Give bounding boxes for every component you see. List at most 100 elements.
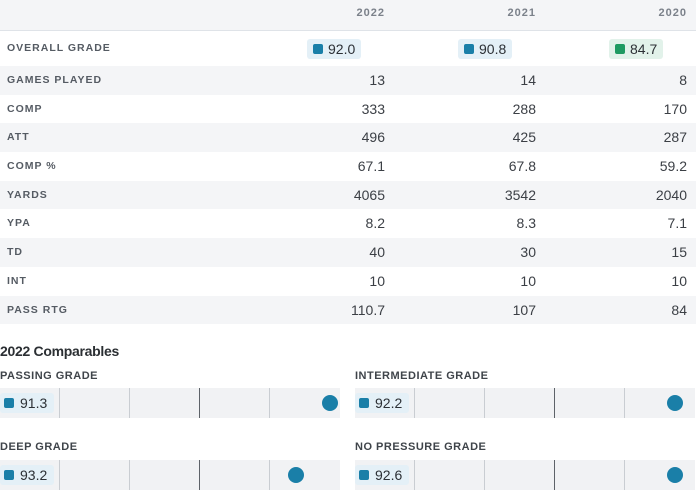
bar-tick — [59, 460, 60, 490]
grade-badge-2021: 90.8 — [458, 39, 513, 59]
bar-tick — [414, 388, 415, 418]
cell-2021: 10 — [520, 272, 536, 289]
cell-2020: 7.1 — [667, 215, 687, 232]
bar-tick — [269, 460, 270, 490]
bar-tick-midpoint — [554, 388, 555, 418]
comparable-bar-no-pressure: 92.6 — [355, 460, 695, 490]
season-stats-table: 2022 2021 2020 OVERALL GRADE 92.0 90.8 8… — [0, 0, 696, 325]
bar-tick — [484, 460, 485, 490]
row-label: INT — [7, 274, 27, 287]
cell-2021: 288 — [512, 100, 536, 117]
grade-value: 93.2 — [20, 467, 48, 483]
comparable-marker[interactable] — [288, 467, 304, 483]
grade-value: 90.8 — [479, 41, 507, 57]
comparable-marker[interactable] — [667, 395, 683, 411]
year-header-2020[interactable]: 2020 — [658, 7, 687, 19]
cell-2020: 2040 — [655, 186, 687, 203]
grade-badge-2022: 92.0 — [307, 39, 362, 59]
row-label: ATT — [7, 131, 30, 144]
grade-value: 92.6 — [375, 467, 403, 483]
table-row: GAMES PLAYED 13 14 8 — [0, 66, 696, 95]
cell-2021: 8.3 — [516, 215, 536, 232]
comparable-label-intermediate: INTERMEDIATE GRADE — [355, 370, 489, 382]
cell-2020: 170 — [663, 100, 687, 117]
table-row: COMP % 67.1 67.8 59.2 — [0, 152, 696, 181]
year-header-2022[interactable]: 2022 — [356, 7, 385, 19]
grade-badge: 91.3 — [0, 393, 54, 413]
bar-tick — [129, 460, 130, 490]
cell-2021: 425 — [512, 129, 536, 146]
bar-tick — [624, 388, 625, 418]
bar-tick — [624, 460, 625, 490]
comparable-bar-intermediate: 92.2 — [355, 388, 695, 418]
comparable-marker[interactable] — [667, 467, 683, 483]
cell-2022: 10 — [369, 272, 385, 289]
grade-square-icon — [4, 398, 14, 408]
grade-value: 92.0 — [328, 41, 356, 57]
table-row: YARDS 4065 3542 2040 — [0, 180, 696, 210]
row-label: PASS RTG — [7, 303, 68, 316]
comparable-label-passing: PASSING GRADE — [0, 370, 98, 382]
row-label: OVERALL GRADE — [7, 42, 111, 54]
cell-2020: 8 — [679, 72, 687, 88]
bar-tick — [129, 388, 130, 418]
cell-2022: 8.2 — [365, 215, 385, 232]
comparable-marker[interactable] — [322, 395, 338, 411]
bar-tick — [269, 388, 270, 418]
comparable-label-deep: DEEP GRADE — [0, 441, 78, 453]
cell-2020: 84 — [671, 301, 687, 318]
cell-2020: 59.2 — [659, 158, 687, 175]
cell-2021: 3542 — [504, 186, 536, 203]
cell-2022: 496 — [361, 129, 385, 146]
cell-2020: 287 — [663, 129, 687, 146]
table-row: ATT 496 425 287 — [0, 123, 696, 153]
cell-2022: 67.1 — [357, 158, 385, 175]
cell-2022: 333 — [361, 100, 385, 117]
row-label: YARDS — [7, 188, 48, 201]
grade-square-icon — [4, 470, 14, 480]
cell-2022: 13 — [369, 72, 385, 88]
comparable-bar-passing: 91.3 — [0, 388, 340, 418]
bar-tick-midpoint — [199, 388, 200, 418]
table-row: COMP 333 288 170 — [0, 95, 696, 124]
bar-tick — [414, 460, 415, 490]
row-label: TD — [7, 246, 23, 259]
grade-square-icon — [313, 44, 323, 54]
cell-2021: 14 — [520, 72, 536, 88]
grade-value: 84.7 — [630, 41, 658, 57]
bar-tick-midpoint — [554, 460, 555, 490]
grade-square-icon — [615, 44, 625, 54]
row-label: COMP — [7, 102, 43, 115]
cell-2020: 15 — [671, 244, 687, 261]
bar-tick — [59, 388, 60, 418]
grade-value: 92.2 — [375, 395, 403, 411]
grade-badge: 92.2 — [355, 393, 409, 413]
grade-badge: 92.6 — [355, 465, 409, 485]
grade-badge-2020: 84.7 — [609, 39, 664, 59]
row-label: GAMES PLAYED — [7, 74, 103, 86]
grade-square-icon — [359, 398, 369, 408]
row-label: YPA — [7, 217, 31, 230]
table-header: 2022 2021 2020 — [0, 0, 696, 31]
cell-2021: 107 — [512, 301, 536, 318]
cell-2020: 10 — [671, 272, 687, 289]
cell-2022: 110.7 — [351, 301, 385, 318]
cell-2022: 40 — [369, 244, 385, 261]
grade-square-icon — [464, 44, 474, 54]
table-row: TD 40 30 15 — [0, 238, 696, 267]
grade-square-icon — [359, 470, 369, 480]
comparable-label-no-pressure: NO PRESSURE GRADE — [355, 441, 487, 453]
bar-tick-midpoint — [199, 460, 200, 490]
table-row: YPA 8.2 8.3 7.1 — [0, 209, 696, 238]
cell-2021: 67.8 — [508, 158, 536, 175]
table-row: INT 10 10 10 — [0, 267, 696, 296]
table-row: PASS RTG 110.7 107 84 — [0, 295, 696, 325]
row-label: COMP % — [7, 160, 57, 173]
year-header-2021[interactable]: 2021 — [507, 7, 536, 19]
cell-2022: 4065 — [353, 186, 385, 203]
table-row-overall-grade: OVERALL GRADE 92.0 90.8 84.7 — [0, 31, 696, 66]
cell-2021: 30 — [520, 244, 536, 261]
grade-value: 91.3 — [20, 395, 48, 411]
grade-badge: 93.2 — [0, 465, 54, 485]
comparables-title: 2022 Comparables — [0, 343, 119, 359]
